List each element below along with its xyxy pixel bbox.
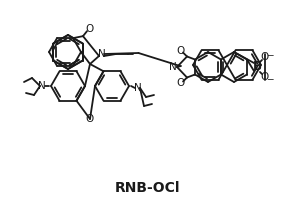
Text: O: O	[176, 78, 184, 88]
Text: N: N	[98, 49, 106, 59]
Text: B: B	[253, 60, 262, 73]
Text: −: −	[266, 50, 274, 60]
Text: O: O	[85, 24, 93, 34]
Text: O: O	[86, 114, 94, 124]
Text: −: −	[266, 74, 274, 84]
Text: RNB-OCl: RNB-OCl	[115, 181, 181, 195]
Text: N: N	[38, 81, 46, 91]
Text: N: N	[134, 83, 142, 93]
Text: O: O	[261, 52, 269, 62]
Text: O: O	[261, 72, 269, 82]
Text: N: N	[169, 62, 177, 72]
Text: O: O	[176, 46, 184, 55]
